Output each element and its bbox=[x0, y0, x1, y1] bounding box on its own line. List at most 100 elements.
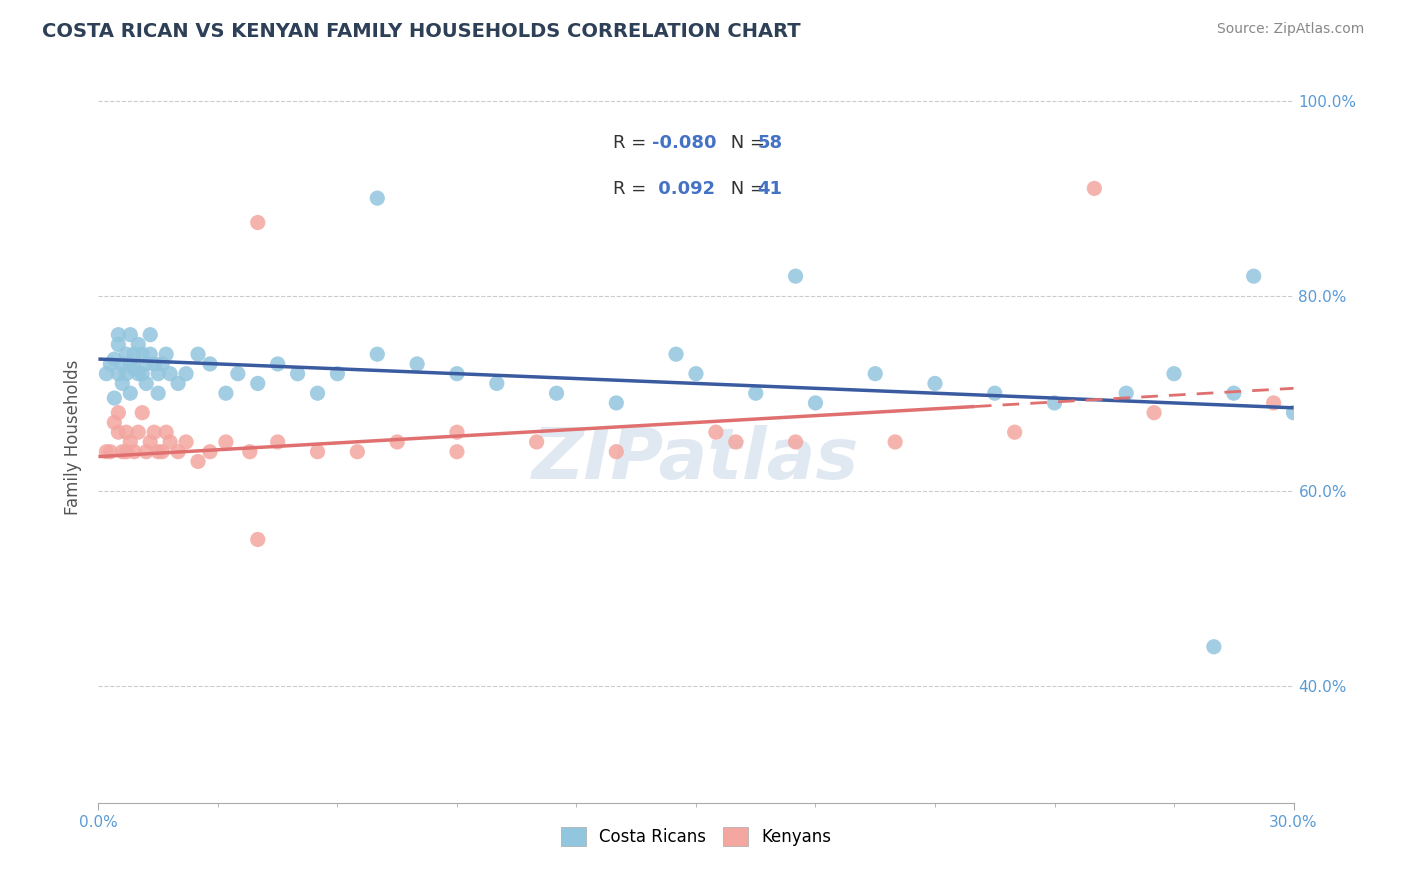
Point bbox=[131, 406, 153, 420]
Point bbox=[111, 357, 134, 371]
Point bbox=[150, 444, 173, 458]
Point bbox=[148, 367, 170, 381]
Point bbox=[127, 367, 149, 381]
Point bbox=[804, 396, 827, 410]
Point bbox=[159, 367, 181, 381]
Text: 0.092: 0.092 bbox=[652, 180, 716, 198]
Text: 58: 58 bbox=[758, 134, 783, 152]
Point bbox=[115, 347, 138, 361]
Legend: Costa Ricans, Kenyans: Costa Ricans, Kenyans bbox=[554, 821, 838, 853]
Point bbox=[120, 357, 142, 371]
Point bbox=[1143, 406, 1166, 420]
Point bbox=[135, 357, 157, 371]
Point bbox=[665, 347, 688, 361]
Point bbox=[1282, 406, 1305, 420]
Point bbox=[139, 347, 162, 361]
Point bbox=[107, 406, 129, 420]
Text: R =: R = bbox=[613, 180, 651, 198]
Point bbox=[98, 444, 122, 458]
Point bbox=[1223, 386, 1246, 401]
Point bbox=[103, 391, 125, 405]
Point bbox=[307, 386, 329, 401]
Text: ZIPatlas: ZIPatlas bbox=[533, 425, 859, 493]
Point bbox=[167, 444, 190, 458]
Point bbox=[446, 425, 468, 440]
Point bbox=[124, 361, 146, 376]
Point bbox=[546, 386, 568, 401]
Point bbox=[406, 357, 429, 371]
Point bbox=[187, 454, 209, 468]
Point bbox=[446, 444, 468, 458]
Point bbox=[155, 347, 177, 361]
Point bbox=[385, 434, 409, 449]
Point bbox=[1263, 396, 1285, 410]
Point bbox=[187, 347, 209, 361]
Point bbox=[120, 327, 142, 342]
Point bbox=[346, 444, 368, 458]
Point bbox=[150, 357, 173, 371]
Point bbox=[226, 367, 249, 381]
Point bbox=[103, 352, 125, 367]
Point bbox=[115, 444, 138, 458]
Text: Source: ZipAtlas.com: Source: ZipAtlas.com bbox=[1216, 22, 1364, 37]
Point bbox=[139, 327, 162, 342]
Point bbox=[326, 367, 349, 381]
Point bbox=[124, 347, 146, 361]
Point bbox=[107, 425, 129, 440]
Point bbox=[246, 376, 269, 391]
Point bbox=[139, 434, 162, 449]
Point bbox=[1115, 386, 1137, 401]
Point bbox=[96, 444, 118, 458]
Point bbox=[246, 215, 269, 229]
Point bbox=[366, 191, 388, 205]
Point bbox=[131, 367, 153, 381]
Point bbox=[115, 367, 138, 381]
Point bbox=[366, 347, 388, 361]
Point bbox=[246, 533, 269, 547]
Point bbox=[135, 444, 157, 458]
Point bbox=[127, 425, 149, 440]
Point bbox=[785, 434, 807, 449]
Point bbox=[287, 367, 309, 381]
Text: 41: 41 bbox=[758, 180, 783, 198]
Text: N =: N = bbox=[725, 134, 770, 152]
Point bbox=[446, 367, 468, 381]
Point bbox=[148, 386, 170, 401]
Point bbox=[143, 425, 166, 440]
Point bbox=[174, 434, 197, 449]
Point bbox=[239, 444, 262, 458]
Point bbox=[485, 376, 508, 391]
Point bbox=[215, 434, 238, 449]
Text: N =: N = bbox=[725, 180, 770, 198]
Point bbox=[103, 416, 125, 430]
Point bbox=[267, 434, 290, 449]
Point bbox=[120, 434, 142, 449]
Point bbox=[107, 337, 129, 351]
Point bbox=[685, 367, 707, 381]
Y-axis label: Family Households: Family Households bbox=[65, 359, 83, 515]
Point bbox=[107, 367, 129, 381]
Point bbox=[745, 386, 768, 401]
Point bbox=[307, 444, 329, 458]
Point bbox=[785, 269, 807, 284]
Point bbox=[215, 386, 238, 401]
Point bbox=[984, 386, 1007, 401]
Point bbox=[704, 425, 727, 440]
Point bbox=[107, 327, 129, 342]
Point bbox=[1163, 367, 1185, 381]
Point bbox=[1202, 640, 1225, 654]
Point bbox=[96, 367, 118, 381]
Point bbox=[1043, 396, 1066, 410]
Point bbox=[605, 396, 627, 410]
Point bbox=[159, 434, 181, 449]
Point bbox=[120, 386, 142, 401]
Text: COSTA RICAN VS KENYAN FAMILY HOUSEHOLDS CORRELATION CHART: COSTA RICAN VS KENYAN FAMILY HOUSEHOLDS … bbox=[42, 22, 801, 41]
Point bbox=[98, 357, 122, 371]
Point bbox=[198, 444, 221, 458]
Point bbox=[884, 434, 907, 449]
Point bbox=[155, 425, 177, 440]
Point bbox=[111, 376, 134, 391]
Point bbox=[724, 434, 747, 449]
Text: -0.080: -0.080 bbox=[652, 134, 717, 152]
Point bbox=[131, 347, 153, 361]
